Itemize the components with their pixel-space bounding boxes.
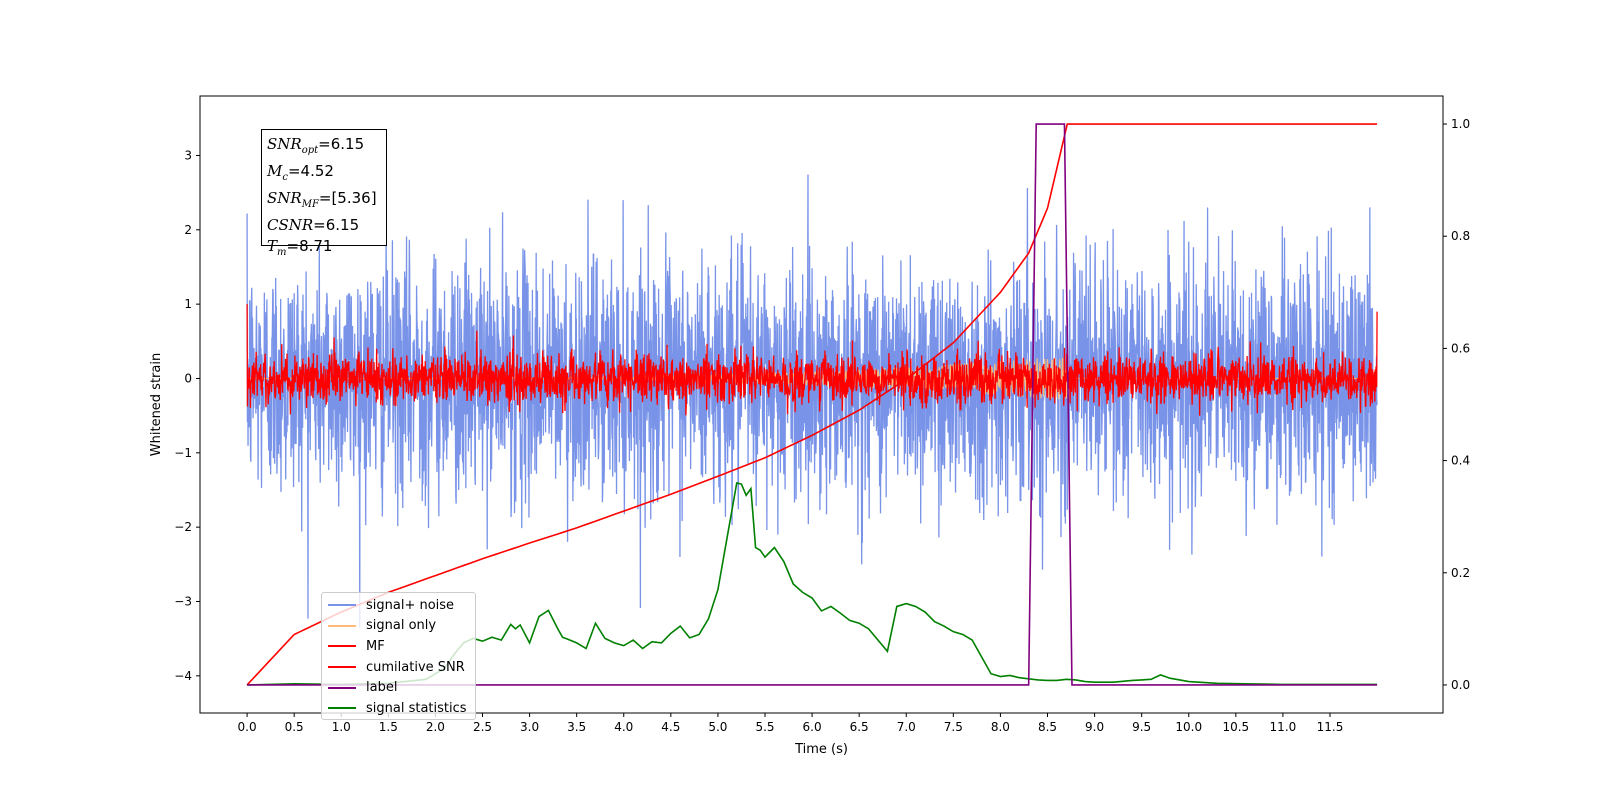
x-tick-label: 10.0 — [1175, 720, 1202, 734]
y-tick-label: 3 — [184, 148, 192, 162]
y2-tick-label: 0.2 — [1451, 566, 1470, 580]
x-tick-label: 7.5 — [944, 720, 963, 734]
annotation-csnr: CSNR=6.15 — [267, 216, 360, 234]
series-label — [247, 123, 1378, 686]
legend-item-label: label — [328, 677, 469, 698]
y-tick-label: −4 — [174, 669, 192, 683]
y-tick-label: 1 — [184, 297, 192, 311]
x-tick-label: 0.0 — [238, 720, 257, 734]
x-tick-label: 4.0 — [614, 720, 633, 734]
legend-item-mf: MF — [328, 636, 469, 657]
annotation-box: SNRopt=6.15 Mc=4.52 SNRMF=[5.36] CSNR=6.… — [261, 129, 387, 258]
y-tick-label: 2 — [184, 223, 192, 237]
y-tick-label: −1 — [174, 446, 192, 460]
y-tick-label: −3 — [174, 594, 192, 608]
legend: signal+ noise signal only MF cumilative … — [321, 592, 476, 720]
y-axis-label: Whitened strain — [149, 353, 164, 456]
legend-label-signal-statistics: signal statistics — [366, 700, 467, 716]
axes-frame — [199, 95, 1444, 714]
x-axis-label: Time (s) — [794, 742, 848, 757]
series-signal-noise — [246, 174, 1378, 628]
x-tick-label: 6.5 — [850, 720, 869, 734]
annotation-snr-opt: SNRopt=6.15 — [267, 135, 365, 156]
x-tick-label: 6.0 — [803, 720, 822, 734]
series-signal-statistics — [247, 482, 1378, 686]
y2-tick-label: 1.0 — [1451, 117, 1470, 131]
annotation-snr-mf-value: =[5.36] — [318, 189, 377, 207]
y-tick-label: 0 — [184, 371, 192, 385]
legend-label-signal-only: signal only — [366, 618, 437, 634]
annotation-snr-opt-value: =6.15 — [318, 135, 365, 153]
x-tick-label: 1.5 — [379, 720, 398, 734]
x-tick-label: 4.5 — [661, 720, 680, 734]
legend-label-signal-noise: signal+ noise — [366, 597, 455, 613]
y2-tick-label: 0.0 — [1451, 678, 1470, 692]
x-tick-label: 5.5 — [755, 720, 774, 734]
legend-swatch-signal-noise — [328, 604, 356, 607]
x-tick-label: 3.5 — [567, 720, 586, 734]
x-tick-label: 9.0 — [1085, 720, 1104, 734]
legend-item-signal-only: signal only — [328, 616, 469, 637]
y-tick-label: −2 — [174, 520, 192, 534]
x-tick-label: 9.5 — [1132, 720, 1151, 734]
annotation-mc-value: =4.52 — [287, 162, 334, 180]
x-tick-label: 3.0 — [520, 720, 539, 734]
legend-label-label: label — [366, 680, 398, 696]
x-tick-label: 11.5 — [1317, 720, 1344, 734]
legend-item-cumulative-snr: cumilative SNR — [328, 657, 469, 678]
annotation-csnr-value: =6.15 — [313, 216, 360, 234]
legend-swatch-signal-only — [328, 624, 356, 627]
series-mf — [246, 304, 1378, 416]
legend-swatch-signal-statistics — [328, 707, 356, 710]
x-tick-label: 2.0 — [426, 720, 445, 734]
legend-swatch-mf — [328, 645, 356, 648]
annotation-tm-value: =8.71 — [286, 237, 333, 255]
x-tick-label: 2.5 — [473, 720, 492, 734]
x-tick-label: 1.0 — [332, 720, 351, 734]
annotation-mc: Mc=4.52 — [267, 162, 334, 183]
y2-tick-label: 0.8 — [1451, 229, 1470, 243]
y2-tick-label: 0.4 — [1451, 454, 1470, 468]
series-cumulative-snr — [246, 123, 1378, 686]
x-tick-label: 8.0 — [991, 720, 1010, 734]
annotation-tm: Tm=8.71 — [267, 237, 333, 258]
x-tick-label: 5.0 — [708, 720, 727, 734]
x-tick-label: 7.0 — [897, 720, 916, 734]
annotation-snr-mf: SNRMF=[5.36] — [267, 189, 377, 210]
x-tick-label: 8.5 — [1038, 720, 1057, 734]
x-tick-label: 11.0 — [1270, 720, 1297, 734]
legend-swatch-cumulative-snr — [328, 666, 356, 669]
x-tick-label: 0.5 — [285, 720, 304, 734]
legend-swatch-label — [328, 686, 356, 689]
legend-item-signal-statistics: signal statistics — [328, 698, 469, 719]
legend-item-signal-noise: signal+ noise — [328, 595, 469, 616]
legend-label-cumulative-snr: cumilative SNR — [366, 659, 465, 675]
y2-tick-label: 0.6 — [1451, 341, 1470, 355]
legend-label-mf: MF — [366, 638, 385, 654]
x-tick-label: 10.5 — [1222, 720, 1249, 734]
